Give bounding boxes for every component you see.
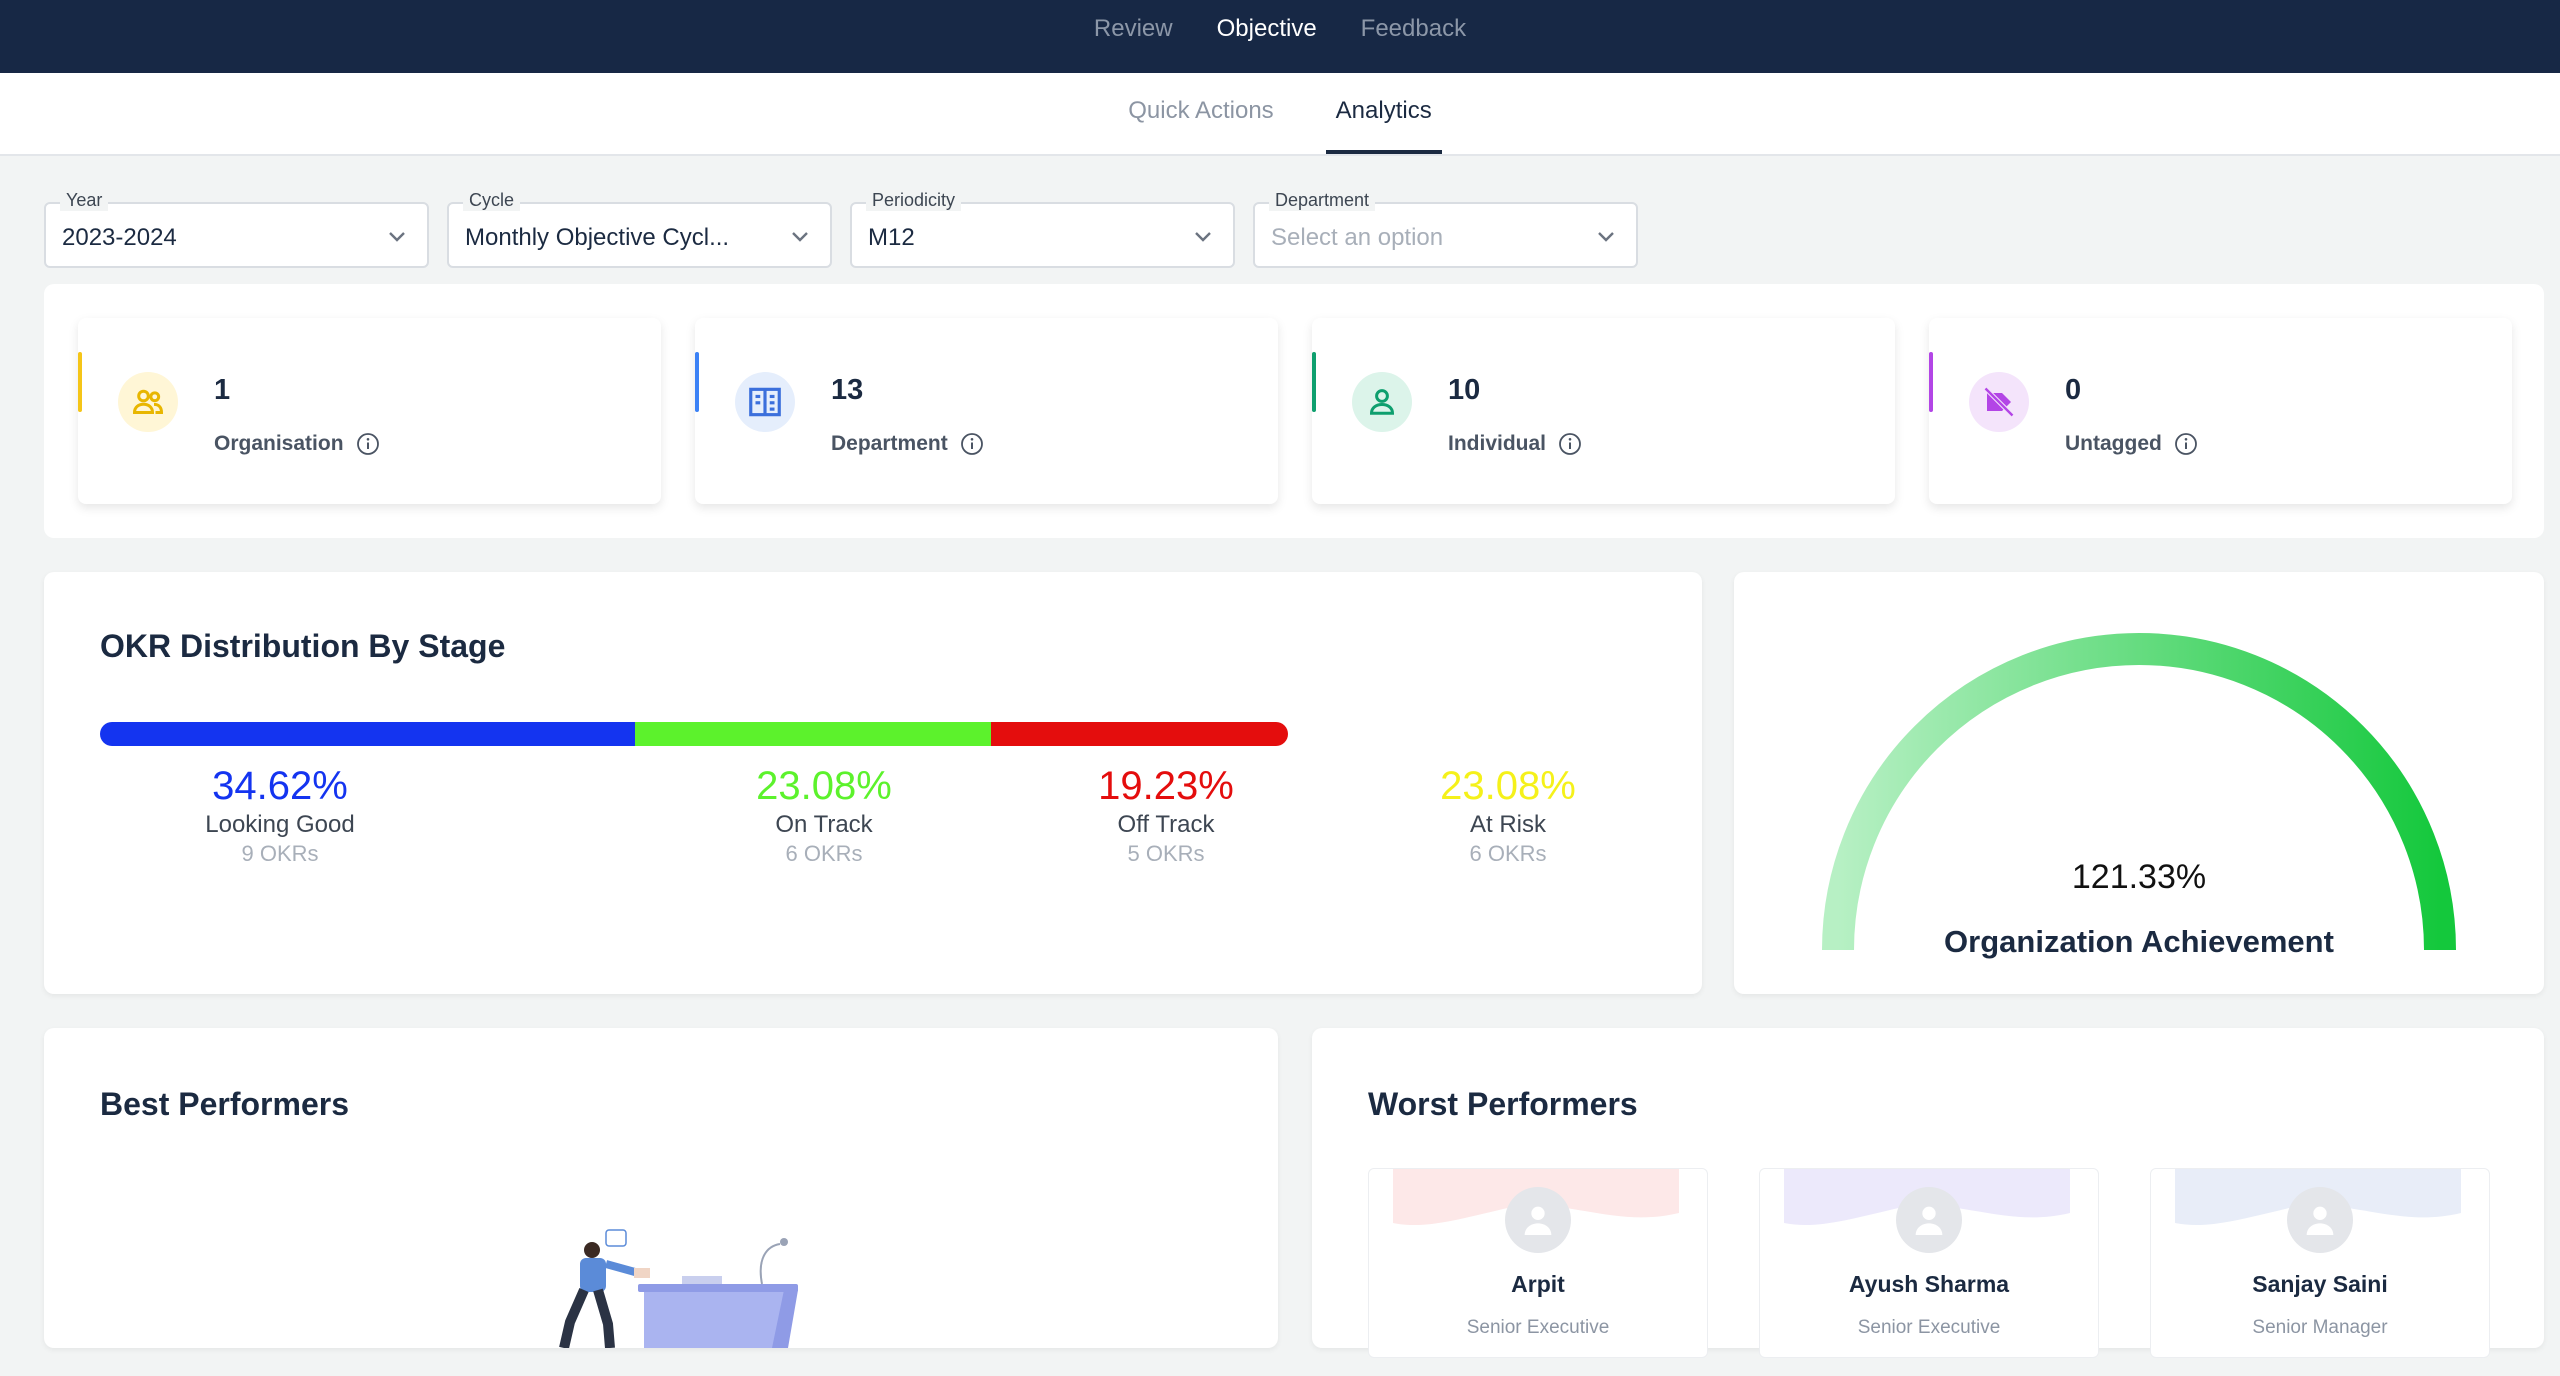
info-icon[interactable] <box>356 432 380 456</box>
user-avatar-icon <box>1524 1206 1552 1235</box>
stage-name: On Track <box>775 811 873 838</box>
performer-name: Arpit <box>1511 1271 1565 1297</box>
accent-bar <box>78 352 82 412</box>
stage-looking-good: 34.62% Looking Good 9 OKRs <box>150 764 410 867</box>
chevron-down-icon <box>1195 232 1211 242</box>
performer-role: Senior Manager <box>2252 1317 2388 1338</box>
year-value: 2023-2024 <box>62 224 177 251</box>
stage-name: Looking Good <box>205 811 355 838</box>
stat-label: Individual <box>1448 432 1582 456</box>
accent-bar <box>1312 352 1316 412</box>
accent-bar <box>1929 352 1933 412</box>
stat-label: Untagged <box>2065 432 2198 456</box>
worst-performers-card: Worst Performers Arpit Senior Executive … <box>1312 1028 2544 1358</box>
stat-card-untagged[interactable]: 0 Untagged <box>1929 318 2512 504</box>
stat-count: 13 <box>831 374 864 406</box>
best-performers-card: Best Performers <box>44 1028 1278 1348</box>
user-avatar-icon <box>1915 1206 1943 1235</box>
worst-performers-title: Worst Performers <box>1368 1086 1638 1122</box>
performer-name: Ayush Sharma <box>1848 1271 2010 1297</box>
okr-distribution-title: OKR Distribution By Stage <box>100 628 506 664</box>
accent-bar <box>695 352 699 412</box>
chevron-down-icon <box>792 232 808 242</box>
department-placeholder: Select an option <box>1271 224 1444 251</box>
nav-objective[interactable]: Objective <box>1216 14 1317 42</box>
department-select[interactable]: Department Select an option <box>1253 190 1638 268</box>
stat-count: 1 <box>214 374 231 406</box>
year-select[interactable]: Year 2023-2024 <box>44 190 429 268</box>
top-navigation: Review Objective Feedback <box>0 0 2560 73</box>
stat-count: 0 <box>2065 374 2082 406</box>
nav-review[interactable]: Review <box>1093 14 1173 42</box>
users-icon <box>118 372 178 432</box>
performer-name: Sanjay Saini <box>2252 1271 2388 1297</box>
stat-label: Department <box>831 432 984 456</box>
stage-off-track: 19.23% Off Track 5 OKRs <box>1036 764 1296 867</box>
periodicity-select[interactable]: Periodicity M12 <box>850 190 1235 268</box>
cycle-label: Cycle <box>463 190 521 211</box>
performer-card[interactable]: Sanjay Saini Senior Manager <box>2150 1168 2490 1358</box>
stage-count: 5 OKRs <box>1127 841 1205 866</box>
stage-count: 6 OKRs <box>785 841 863 866</box>
chevron-down-icon <box>1598 232 1614 242</box>
performer-role: Senior Executive <box>1466 1317 1610 1338</box>
stage-name: At Risk <box>1469 811 1546 838</box>
okr-distribution-card: OKR Distribution By Stage 34.62% Looking… <box>44 572 1702 994</box>
stat-label: Organisation <box>214 432 380 456</box>
distribution-segment <box>100 722 635 746</box>
performer-card[interactable]: Ayush Sharma Senior Executive <box>1759 1168 2099 1358</box>
achievement-gauge <box>1822 633 2456 951</box>
info-icon[interactable] <box>1558 432 1582 456</box>
tag-off-icon <box>1969 372 2029 432</box>
avatar <box>2287 1187 2353 1253</box>
organization-achievement-card: 121.33% Organization Achievement <box>1734 572 2544 994</box>
info-icon[interactable] <box>2174 432 2198 456</box>
empty-state-illustration <box>559 1229 798 1348</box>
building-icon <box>735 372 795 432</box>
stage-name: Off Track <box>1117 811 1215 838</box>
info-icon[interactable] <box>960 432 984 456</box>
avatar <box>1505 1187 1571 1253</box>
distribution-segment <box>991 722 1288 746</box>
achievement-value: 121.33% <box>2071 858 2207 896</box>
stat-card-organisation[interactable]: 1 Organisation <box>78 318 661 504</box>
distribution-segment <box>634 722 992 746</box>
stage-percent: 19.23% <box>1098 764 1234 808</box>
periodicity-label: Periodicity <box>866 190 962 211</box>
stat-label-text: Organisation <box>214 432 344 455</box>
gauge-arc <box>1822 633 2456 951</box>
stat-label-text: Individual <box>1448 432 1547 455</box>
stage-percent: 23.08% <box>1440 764 1576 808</box>
avatar <box>1896 1187 1962 1253</box>
nav-feedback[interactable]: Feedback <box>1360 14 1467 42</box>
stage-count: 6 OKRs <box>1469 841 1547 866</box>
stat-count: 10 <box>1448 374 1481 406</box>
sub-tabs: Quick Actions Analytics <box>0 73 2560 156</box>
stat-label-text: Department <box>831 432 948 455</box>
stage-percent: 34.62% <box>212 764 348 808</box>
performer-card[interactable]: Arpit Senior Executive <box>1368 1168 1708 1358</box>
cycle-value: Monthly Objective Cycl... <box>465 224 730 251</box>
stat-label-text: Untagged <box>2065 432 2162 455</box>
distribution-bar <box>100 722 1288 746</box>
okr-count-panel: 1 Organisation 13 Department 10 Individu… <box>44 284 2544 538</box>
stat-card-department[interactable]: 13 Department <box>695 318 1278 504</box>
user-icon <box>1352 372 1412 432</box>
stage-at-risk: 23.08% At Risk 6 OKRs <box>1378 764 1638 867</box>
user-avatar-icon <box>2306 1206 2334 1235</box>
performer-role: Senior Executive <box>1857 1317 2001 1338</box>
stage-percent: 23.08% <box>756 764 892 808</box>
stat-card-individual[interactable]: 10 Individual <box>1312 318 1895 504</box>
chevron-down-icon <box>389 232 405 242</box>
stage-count: 9 OKRs <box>241 841 319 866</box>
tab-analytics[interactable]: Analytics <box>1325 73 1442 154</box>
best-performers-title: Best Performers <box>100 1086 349 1122</box>
department-label: Department <box>1269 190 1376 211</box>
achievement-label: Organization Achievement <box>1944 924 2334 959</box>
periodicity-value: M12 <box>868 224 915 251</box>
stage-on-track: 23.08% On Track 6 OKRs <box>694 764 954 867</box>
cycle-select[interactable]: Cycle Monthly Objective Cycl... <box>447 190 832 268</box>
tab-quick-actions[interactable]: Quick Actions <box>1128 97 1274 124</box>
year-label: Year <box>60 190 109 211</box>
